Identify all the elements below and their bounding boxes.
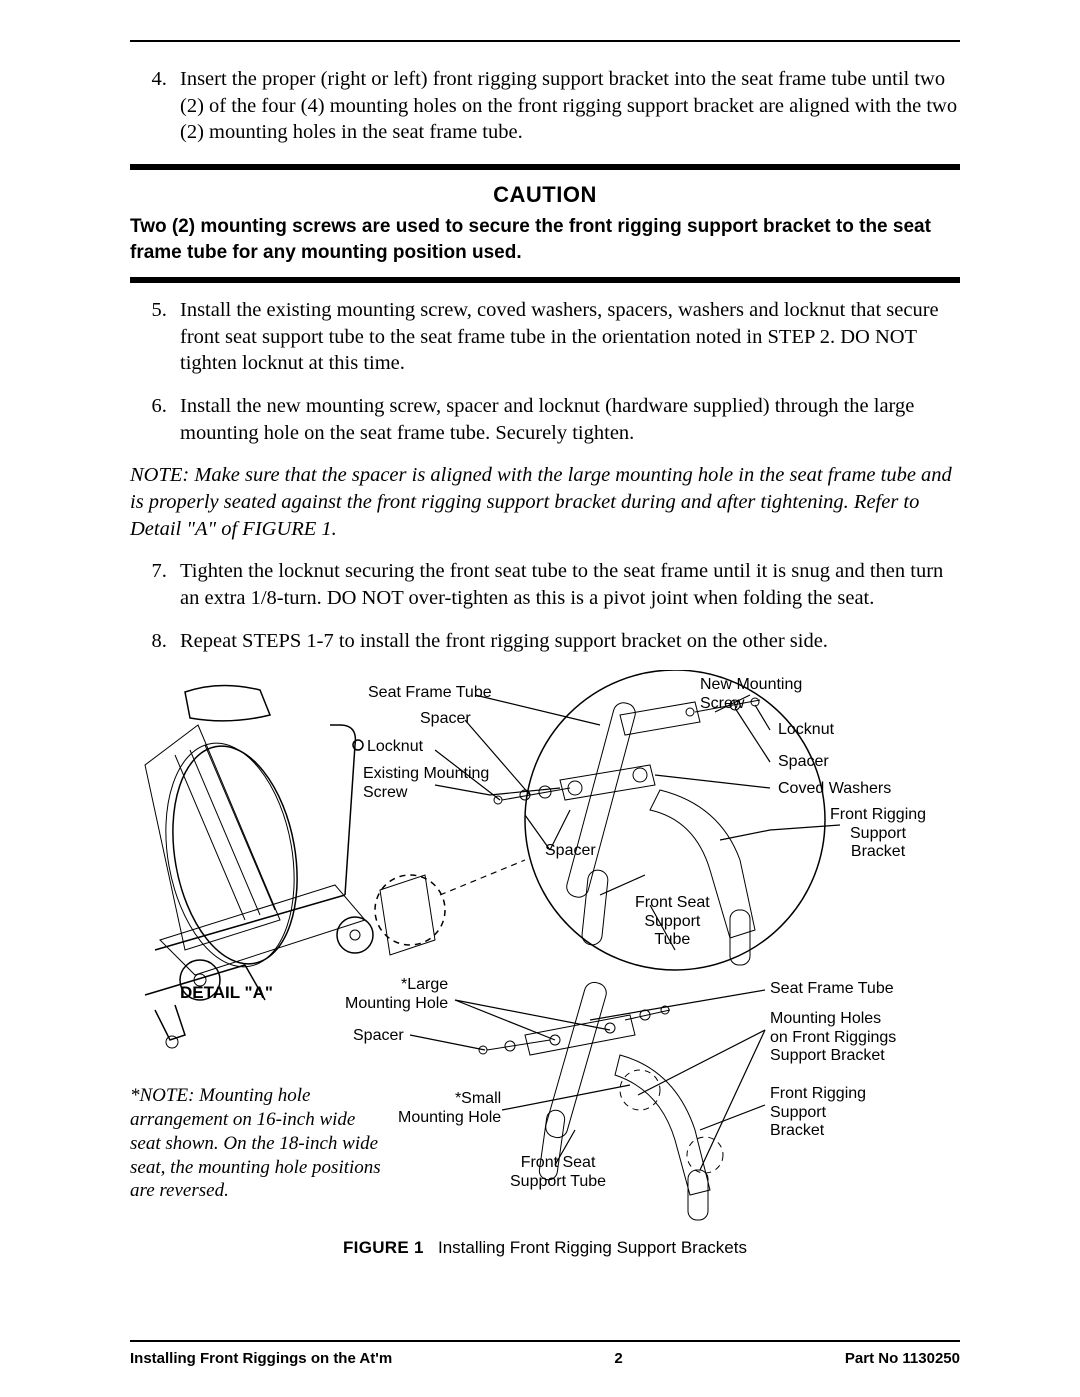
- figure-note: *NOTE: Mounting hole arrangement on 16-i…: [130, 1084, 390, 1203]
- label-mounting-holes-b: Mounting Holes on Front Riggings Support…: [770, 1010, 896, 1065]
- figure-caption: FIGURE 1 Installing Front Rigging Suppor…: [130, 1238, 960, 1258]
- step-7: Tighten the locknut securing the front s…: [172, 558, 960, 611]
- label-coved-washers: Coved Washers: [778, 780, 891, 798]
- label-spacer-detail: Spacer: [353, 1027, 404, 1045]
- caution-title: CAUTION: [130, 182, 960, 208]
- label-existing-screw: Existing Mounting Screw: [363, 765, 489, 802]
- figure-caption-text: Installing Front Rigging Support Bracket…: [438, 1238, 747, 1257]
- label-new-screw: New Mounting Screw: [700, 676, 802, 713]
- label-seat-frame-tube: Seat Frame Tube: [368, 684, 492, 702]
- footer-page-number: 2: [614, 1350, 622, 1367]
- label-front-seat-tube: Front Seat Support Tube: [635, 894, 710, 949]
- label-spacer-right: Spacer: [778, 753, 829, 771]
- steps-list-a: Insert the proper (right or left) front …: [130, 66, 960, 146]
- label-front-rigging-b: Front Rigging Support Bracket: [770, 1085, 866, 1140]
- caution-rule-top: [130, 164, 960, 170]
- label-large-hole: *Large Mounting Hole: [345, 976, 448, 1013]
- figure-caption-label: FIGURE 1: [343, 1238, 424, 1257]
- caution-body: Two (2) mounting screws are used to secu…: [130, 214, 960, 265]
- label-spacer-mid: Spacer: [545, 842, 596, 860]
- label-seat-frame-tube-b: Seat Frame Tube: [770, 980, 894, 998]
- label-front-seat-tube-b: Front Seat Support Tube: [510, 1154, 606, 1191]
- leaders-detail-a: [410, 990, 765, 1170]
- steps-list-c: Tighten the locknut securing the front s…: [130, 558, 960, 654]
- caution-block: CAUTION Two (2) mounting screws are used…: [130, 164, 960, 283]
- label-locknut-left: Locknut: [367, 738, 423, 756]
- footer-rule: [130, 1340, 960, 1342]
- footer-left: Installing Front Riggings on the At'm: [130, 1350, 392, 1367]
- step-4: Insert the proper (right or left) front …: [172, 66, 960, 146]
- step-6: Install the new mounting screw, spacer a…: [172, 393, 960, 446]
- step-5: Install the existing mounting screw, cov…: [172, 297, 960, 377]
- note-spacer-alignment: NOTE: Make sure that the spacer is align…: [130, 462, 960, 542]
- footer-right: Part No 1130250: [845, 1350, 960, 1367]
- figure-1: Seat Frame Tube Spacer Locknut Existing …: [130, 670, 960, 1230]
- document-page: Insert the proper (right or left) front …: [0, 0, 1080, 1397]
- step-8: Repeat STEPS 1-7 to install the front ri…: [172, 628, 960, 655]
- label-front-rigging: Front Rigging Support Bracket: [830, 806, 926, 861]
- caution-rule-bottom: [130, 277, 960, 283]
- page-footer: Installing Front Riggings on the At'm 2 …: [130, 1340, 960, 1367]
- label-spacer-top: Spacer: [420, 710, 471, 728]
- label-small-hole: *Small Mounting Hole: [398, 1090, 501, 1127]
- detail-a-heading: DETAIL "A": [180, 983, 273, 1003]
- steps-list-b: Install the existing mounting screw, cov…: [130, 297, 960, 446]
- top-rule: [130, 40, 960, 42]
- label-locknut-right: Locknut: [778, 721, 834, 739]
